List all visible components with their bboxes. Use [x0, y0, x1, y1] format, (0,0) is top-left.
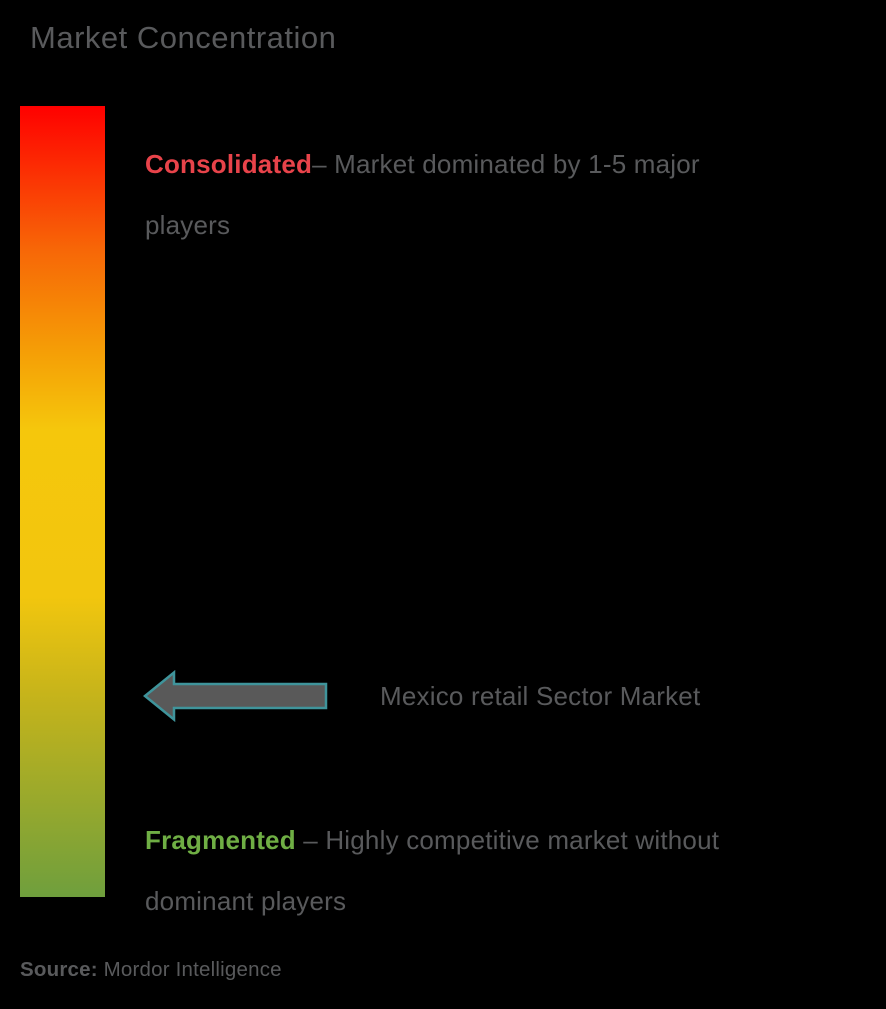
consolidated-label: Consolidated– Market dominated by 1-5 ma…	[145, 134, 845, 256]
fragmented-label: Fragmented – Highly competitive market w…	[145, 810, 845, 932]
fragmented-term: Fragmented	[145, 825, 296, 855]
indicator-arrow	[142, 670, 329, 722]
left-arrow-icon	[143, 670, 328, 722]
concentration-gradient-bar	[20, 106, 105, 897]
page-title: Market Concentration	[30, 20, 337, 55]
consolidated-term: Consolidated	[145, 149, 313, 179]
source-prefix: Source:	[20, 958, 98, 981]
indicator-label: Mexico retail Sector Market	[380, 680, 701, 711]
consolidated-description: – Market dominated by 1-5 major players	[145, 149, 700, 240]
source-text: Mordor Intelligence	[97, 958, 282, 981]
source-line: Source: Mordor Intelligence	[20, 958, 282, 982]
fragmented-description: – Highly competitive market without domi…	[145, 825, 720, 916]
